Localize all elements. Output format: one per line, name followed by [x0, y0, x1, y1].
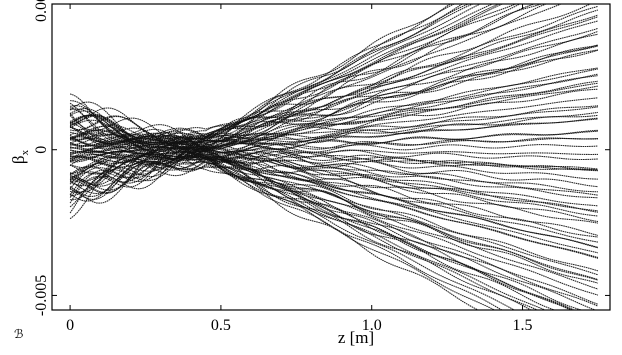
trajectory-line	[70, 4, 482, 149]
y-tick-label: -0.005	[33, 275, 50, 316]
trajectory-line	[69, 4, 451, 137]
y-axis-label: βx	[9, 149, 31, 164]
trajectory-line	[69, 16, 599, 162]
trajectory-line	[69, 156, 599, 307]
trajectory-line	[69, 158, 556, 310]
trajectory-line	[70, 4, 517, 142]
x-tick-label: 0	[66, 317, 74, 334]
trajectory-line	[69, 155, 576, 310]
trajectory-line	[69, 151, 598, 217]
trajectory-line	[69, 145, 598, 214]
trajectory-line	[70, 133, 503, 310]
trajectory-line	[69, 4, 537, 191]
x-tick-label: 1.0	[362, 317, 382, 334]
trajectory-line	[69, 4, 521, 139]
trajectory-line	[70, 151, 599, 259]
trajectory-line	[69, 73, 599, 150]
trajectory-line	[70, 4, 494, 154]
trajectory-line	[69, 132, 539, 310]
y-axis-label-main: β	[9, 155, 28, 164]
trajectory-line	[70, 20, 599, 146]
x-axis-label: z [m]	[338, 328, 374, 347]
corner-mark: ℬ	[14, 327, 23, 341]
trajectory-line	[69, 154, 597, 310]
y-axis-label-subscript: x	[19, 149, 31, 155]
x-tick-label: 0.5	[211, 317, 231, 334]
trajectory-line	[69, 147, 598, 189]
trajectory-line	[69, 150, 599, 276]
trajectory-line	[69, 110, 598, 156]
y-axis: -0.005 0 0.005	[33, 0, 610, 316]
trajectory-line	[69, 4, 504, 169]
trajectory-line	[69, 148, 599, 223]
y-tick-label: 0.005	[33, 0, 50, 22]
trajectory-line	[69, 14, 599, 142]
trajectory-line	[70, 106, 599, 150]
trajectory-line	[69, 153, 547, 310]
trajectory-line	[69, 9, 599, 146]
trajectory-line	[69, 4, 548, 204]
x-axis: 0 0.5 1.0 1.5	[66, 4, 533, 334]
trajectories-layer	[69, 4, 599, 310]
trajectory-line	[69, 4, 543, 200]
plot-frame	[51, 3, 611, 311]
trajectory-line	[70, 97, 598, 155]
trajectory-line	[69, 4, 456, 166]
trajectory-line	[69, 101, 599, 154]
trajectory-line	[69, 44, 599, 220]
trajectory-line	[69, 49, 599, 185]
trajectory-line	[69, 113, 599, 272]
trajectory-line	[69, 137, 599, 290]
x-tick-label: 1.5	[513, 317, 533, 334]
trajectory-line	[69, 75, 599, 179]
trajectory-line	[69, 121, 598, 207]
trajectory-line	[69, 107, 598, 180]
trajectory-line	[69, 130, 598, 153]
trajectory-line	[69, 129, 598, 186]
trajectory-line	[69, 5, 599, 194]
y-tick-label: 0	[33, 146, 50, 154]
trajectory-line	[70, 4, 563, 153]
trajectory-line	[70, 4, 592, 194]
trajectory-line	[69, 143, 599, 258]
trajectory-line	[70, 88, 598, 201]
trajectory-line	[69, 143, 599, 254]
trajectory-line	[69, 80, 599, 182]
trajectory-line	[70, 4, 464, 140]
